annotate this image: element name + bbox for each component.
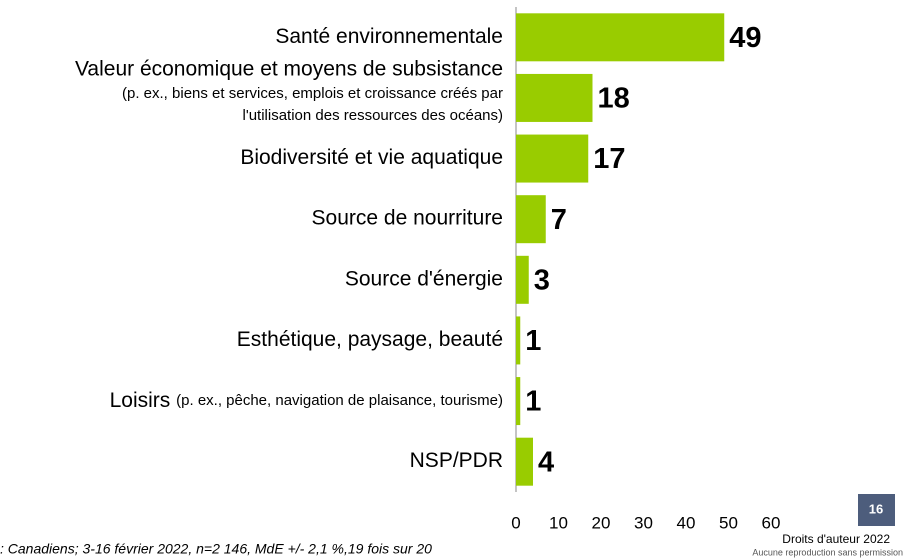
value-label: 7: [551, 204, 567, 236]
x-tick-label: 10: [549, 513, 568, 532]
bar: [516, 255, 529, 304]
bar: [516, 134, 589, 183]
page-badge: [858, 494, 895, 526]
bar: [516, 73, 593, 122]
bar: [516, 13, 725, 62]
x-tick-label: 30: [634, 513, 653, 532]
category-label: Loisirs (p. ex., pêche, navigation de pl…: [110, 389, 503, 412]
category-label-main: Loisirs: [110, 389, 171, 412]
page-number: 16: [869, 501, 883, 516]
value-label: 49: [729, 22, 761, 54]
x-tick-label: 60: [762, 513, 781, 532]
bar: [516, 437, 533, 486]
value-label: 3: [534, 264, 550, 296]
category-note: l'utilisation des ressources des océans): [243, 107, 504, 124]
category-label: Source d'énergie: [345, 267, 503, 290]
category-label: Santé environnementale: [275, 25, 503, 48]
category-label: NSP/PDR: [410, 449, 503, 472]
value-label: 1: [525, 325, 541, 357]
x-tick-label: 40: [677, 513, 696, 532]
category-label: Biodiversité et vie aquatique: [240, 146, 503, 169]
bar: [516, 195, 546, 244]
bar: [516, 377, 521, 426]
category-label: Source de nourriture: [312, 207, 503, 230]
value-label: 17: [593, 143, 625, 175]
bar: [516, 316, 521, 365]
x-tick-label: 0: [511, 513, 520, 532]
value-label: 18: [598, 83, 630, 115]
value-label: 1: [525, 386, 541, 418]
category-label: Valeur économique et moyens de subsistan…: [75, 57, 503, 80]
copyright-note: Aucune reproduction sans permission: [752, 547, 903, 557]
category-note: (p. ex., pêche, navigation de plaisance,…: [176, 392, 503, 409]
category-label: Esthétique, paysage, beauté: [237, 328, 503, 351]
x-tick-label: 20: [592, 513, 611, 532]
category-note: (p. ex., biens et services, emplois et c…: [122, 85, 503, 102]
value-label: 4: [538, 446, 554, 478]
x-tick-label: 50: [719, 513, 738, 532]
copyright: Droits d'auteur 2022: [782, 532, 890, 546]
source: : Canadiens; 3-16 février 2022, n=2 146,…: [0, 541, 432, 557]
